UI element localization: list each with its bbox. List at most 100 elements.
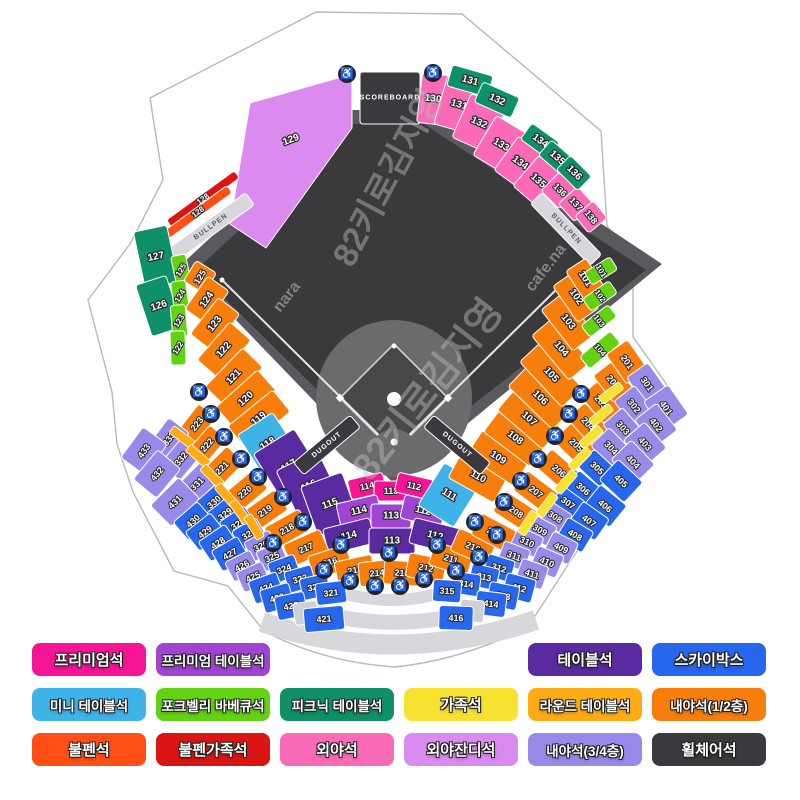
section-bullpen-walk	[531, 193, 601, 265]
svg-text:♿: ♿	[276, 490, 290, 503]
svg-text:♿: ♿	[449, 564, 463, 577]
wheelchair-icon: ♿	[232, 450, 250, 468]
wheelchair-icon: ♿	[391, 577, 409, 595]
legend-pork_bbq[interactable]: 포크벨리 바베큐석	[156, 688, 270, 721]
section-136-picnic[interactable]	[556, 155, 591, 190]
svg-text:♿: ♿	[217, 430, 231, 443]
wheelchair-icon: ♿	[190, 383, 208, 401]
wheelchair-icon: ♿	[315, 561, 333, 579]
svg-text:♿: ♿	[468, 515, 482, 528]
svg-text:♿: ♿	[426, 66, 440, 79]
foul-pole-dot	[219, 277, 225, 283]
wheelchair-icon: ♿	[341, 572, 359, 590]
concourse-arc	[258, 610, 540, 655]
legend-outfield_grass[interactable]: 외야잔디석	[404, 733, 518, 766]
section-421-skybox[interactable]	[302, 605, 346, 633]
legend-premium[interactable]: 프리미엄석	[32, 643, 146, 676]
wheelchair-icon: ♿	[249, 468, 267, 486]
legend-family[interactable]: 가족석	[404, 688, 518, 721]
wheelchair-icon: ♿	[294, 513, 312, 531]
section-414-skybox-label: 414	[483, 598, 499, 610]
svg-text:♿: ♿	[192, 385, 206, 398]
legend-mini_table[interactable]: 미니 테이블석	[32, 688, 146, 721]
strip-family[interactable]	[554, 469, 578, 495]
section-321-skybox[interactable]	[314, 580, 348, 606]
svg-text:♿: ♿	[574, 387, 588, 400]
legend-wheelchair[interactable]: 휠체어석	[652, 733, 766, 766]
legend-premium_table[interactable]: 프리미엄 테이블석	[156, 643, 270, 676]
section-315-skybox[interactable]	[431, 578, 463, 604]
svg-text:♿: ♿	[562, 407, 576, 420]
wheelchair-icon: ♿	[447, 562, 465, 580]
wheelchair-icon: ♿	[495, 493, 513, 511]
section-214-infield12-label: 214	[369, 567, 385, 579]
third-base	[335, 393, 345, 403]
strip-family[interactable]	[517, 510, 539, 537]
svg-text:♿: ♿	[368, 579, 382, 592]
svg-text:♿: ♿	[343, 574, 357, 587]
section-114-premium_table-label: 114	[350, 504, 369, 518]
wheelchair-icon: ♿	[338, 65, 356, 83]
svg-text:♿: ♿	[497, 495, 511, 508]
strip-round_table[interactable]	[185, 444, 211, 468]
home-plate-circle	[370, 429, 418, 477]
section-112-premium-label: 112	[406, 479, 422, 492]
wheelchair-icon: ♿	[202, 405, 220, 423]
legend-picnic[interactable]: 피크닉 테이블석	[280, 688, 394, 721]
wheelchair-icon: ♿	[466, 513, 484, 531]
svg-text:♿: ♿	[490, 528, 504, 541]
strip-family[interactable]	[578, 425, 604, 449]
wheelchair-icon: ♿	[332, 536, 350, 554]
section-114-premium-label: 114	[359, 479, 375, 492]
legend-table[interactable]: 테이블석	[528, 643, 642, 676]
svg-text:♿: ♿	[531, 452, 545, 465]
legend-round_table[interactable]: 라운드 테이블석	[528, 688, 642, 721]
section-122-pork_bbq[interactable]	[169, 330, 187, 366]
section-103-pork_bbq[interactable]	[581, 305, 617, 338]
strip-family[interactable]	[568, 446, 593, 472]
strip-family[interactable]	[588, 403, 614, 427]
legend-outfield[interactable]: 외야석	[280, 733, 394, 766]
section-127-picnic-label: 127	[147, 250, 166, 264]
first-base	[443, 393, 453, 403]
legend-bullpen_family[interactable]: 불펜가족석	[156, 733, 270, 766]
home-plate-dot	[390, 438, 398, 446]
section-416-skybox[interactable]	[438, 605, 474, 631]
strip-family[interactable]	[535, 492, 559, 518]
wheelchair-icon: ♿	[264, 534, 282, 552]
section-102-pork_bbq[interactable]	[583, 281, 618, 312]
wheelchair-icon: ♿	[546, 427, 564, 445]
section-101-pork_bbq[interactable]	[584, 257, 618, 286]
svg-text:♿: ♿	[417, 572, 431, 585]
svg-text:♿: ♿	[548, 429, 562, 442]
section-416-skybox-label: 416	[448, 613, 463, 624]
field	[196, 124, 646, 466]
section-432-infield34[interactable]	[133, 450, 180, 498]
strip-family[interactable]	[598, 381, 624, 405]
wheelchair-icon: ♿	[428, 536, 446, 554]
legend-bullpen[interactable]: 불펜석	[32, 733, 146, 766]
svg-text:♿: ♿	[266, 536, 280, 549]
foul-lines	[221, 279, 567, 451]
section-321-skybox-label: 321	[323, 587, 339, 599]
legend-skybox[interactable]: 스카이박스	[652, 643, 766, 676]
legend-infield34[interactable]: 내야석(3/4층)	[528, 733, 642, 766]
wheelchair-icon: ♿	[415, 570, 433, 588]
svg-text:♿: ♿	[472, 550, 486, 563]
section-dugout-dark	[294, 415, 360, 475]
svg-text:♿: ♿	[514, 474, 528, 487]
legend-empty-cell	[280, 643, 394, 676]
legend-infield12[interactable]: 내야석(1/2층)	[652, 688, 766, 721]
wheelchair-icon: ♿	[274, 488, 292, 506]
section-104-pork_bbq[interactable]	[580, 331, 621, 369]
wheelchair-icon: ♿	[488, 526, 506, 544]
section-421-skybox-label: 421	[316, 613, 332, 624]
section-132-picnic[interactable]	[474, 82, 520, 118]
svg-text:♿: ♿	[317, 563, 331, 576]
section-405-skybox[interactable]	[599, 459, 643, 503]
strip-round_table[interactable]	[243, 513, 265, 541]
svg-text:♿: ♿	[204, 407, 218, 420]
svg-text:♿: ♿	[296, 515, 310, 528]
section-138-outfield[interactable]	[575, 201, 607, 233]
